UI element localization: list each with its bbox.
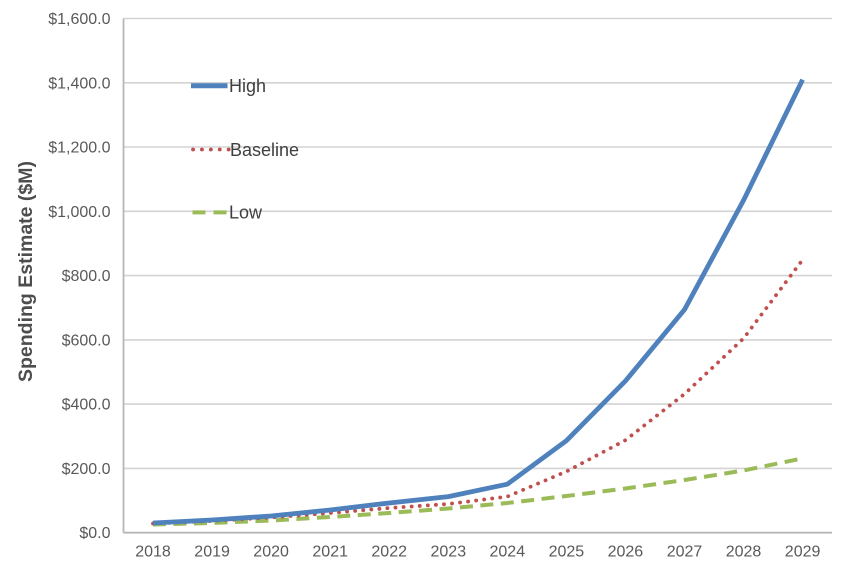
svg-text:Baseline: Baseline	[230, 140, 299, 160]
svg-text:2024: 2024	[490, 544, 526, 561]
svg-text:2028: 2028	[726, 544, 762, 561]
svg-text:2020: 2020	[253, 544, 289, 561]
svg-text:$800.0: $800.0	[62, 268, 111, 285]
svg-text:2018: 2018	[135, 544, 171, 561]
svg-text:2027: 2027	[667, 544, 703, 561]
svg-text:$0.0: $0.0	[79, 525, 110, 542]
svg-text:2022: 2022	[371, 544, 407, 561]
svg-text:Spending Estimate ($M): Spending Estimate ($M)	[15, 161, 37, 382]
svg-text:2019: 2019	[194, 544, 230, 561]
svg-text:$200.0: $200.0	[62, 461, 111, 478]
svg-text:$1,400.0: $1,400.0	[48, 75, 110, 92]
svg-text:$400.0: $400.0	[62, 397, 111, 414]
svg-text:$600.0: $600.0	[62, 332, 111, 349]
svg-text:$1,600.0: $1,600.0	[48, 11, 110, 28]
svg-text:2025: 2025	[549, 544, 585, 561]
svg-text:$1,200.0: $1,200.0	[48, 140, 110, 157]
svg-text:$1,000.0: $1,000.0	[48, 204, 110, 221]
svg-text:High: High	[229, 76, 266, 96]
svg-text:2021: 2021	[312, 544, 348, 561]
svg-text:2026: 2026	[608, 544, 644, 561]
svg-text:2023: 2023	[431, 544, 467, 561]
svg-text:2029: 2029	[785, 544, 821, 561]
svg-text:Low: Low	[229, 203, 263, 223]
